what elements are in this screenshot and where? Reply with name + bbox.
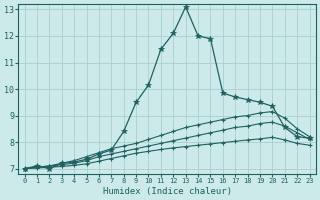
X-axis label: Humidex (Indice chaleur): Humidex (Indice chaleur) [103,187,232,196]
